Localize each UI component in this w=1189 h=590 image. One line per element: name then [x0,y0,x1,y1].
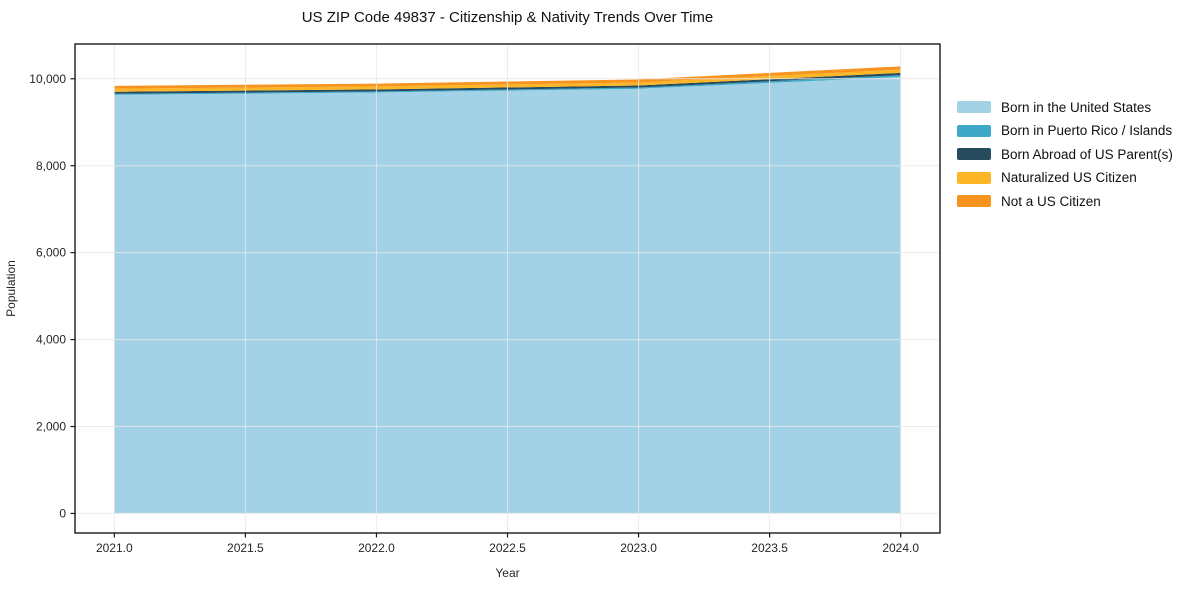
legend: Born in the United States Born in Puerto … [957,101,1173,219]
x-axis-label: Year [495,566,519,580]
x-tick-label: 2023.0 [620,541,657,555]
legend-label: Not a US Citizen [1001,193,1101,209]
y-tick-label: 0 [59,507,66,521]
area-series-2 [114,72,901,94]
x-tick-label: 2024.0 [882,541,919,555]
x-axis: 2021.0 2021.5 2022.0 2022.5 2023.0 2023.5 2024… [96,533,919,555]
legend-swatch-icon [957,148,991,161]
y-tick-label: 6,000 [36,246,66,260]
x-tick-label: 2021.0 [96,541,133,555]
x-tick-label: 2022.5 [489,541,526,555]
legend-swatch-icon [957,101,991,114]
y-tick-label: 10,000 [29,72,66,86]
gridlines [75,44,940,533]
legend-item-2: Born Abroad of US Parent(s) [957,148,1173,161]
x-tick-label: 2023.5 [751,541,788,555]
y-tick-label: 8,000 [36,159,66,173]
y-tick-label: 4,000 [36,333,66,347]
legend-item-1: Born in Puerto Rico / Islands [957,123,1173,139]
legend-item-0: Born in the United States [957,101,1173,114]
y-axis-label: Population [4,260,18,317]
legend-swatch-icon [957,195,991,208]
legend-label: Born Abroad of US Parent(s) [1001,146,1173,162]
x-tick-label: 2021.5 [227,541,264,555]
legend-label: Born in Puerto Rico / Islands [1001,123,1173,139]
y-axis: 0 2,000 4,000 6,000 8,000 10,000 [29,72,75,521]
legend-swatch-icon [957,124,991,137]
y-tick-label: 2,000 [36,420,66,434]
legend-item-3: Naturalized US Citizen [957,170,1173,186]
x-tick-label: 2022.0 [358,541,395,555]
legend-label: Naturalized US Citizen [1001,170,1137,186]
chart-title: US ZIP Code 49837 - Citizenship & Nativi… [301,9,714,26]
legend-label: Born in the United States [1001,99,1152,115]
legend-swatch-icon [957,171,991,184]
legend-item-4: Not a US Citizen [957,195,1173,208]
